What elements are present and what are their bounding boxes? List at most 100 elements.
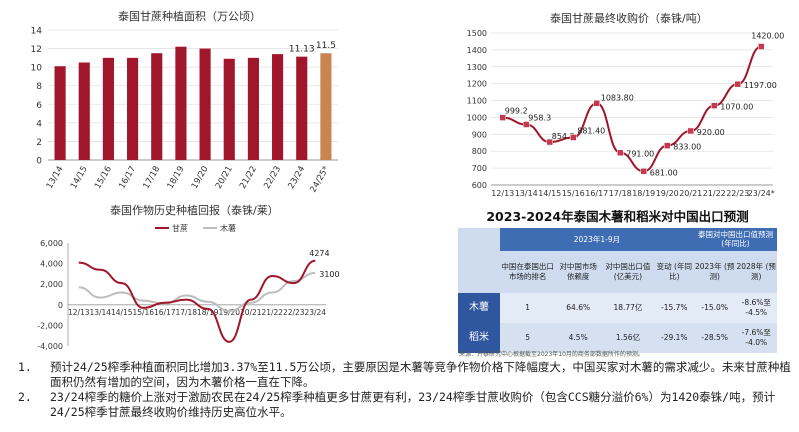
y-tick-label: -4,000 — [37, 342, 63, 351]
data-label: 958.3 — [528, 113, 551, 122]
table-cell: -15.0% — [693, 292, 736, 323]
y-tick-label: 6,000 — [40, 239, 63, 248]
note-item: 2. 23/24榨季的糖价上涨对于激励农民在24/25榨季种植更多甘蔗更有利，2… — [18, 390, 793, 420]
x-tick-label: 14/15 — [538, 189, 561, 198]
data-point — [640, 168, 647, 175]
data-point — [664, 142, 671, 149]
y-tick-label: 1000 — [467, 113, 487, 122]
corner-cell — [458, 228, 500, 251]
column-header: 对中国市场依赖度 — [555, 250, 602, 293]
table-cell: 4.5% — [555, 322, 602, 353]
y-tick-label: 700 — [472, 164, 487, 173]
data-point — [758, 43, 765, 50]
chart-title: 泰国作物历史种植回报（泰铢/莱） — [110, 204, 279, 217]
note-text: 23/24榨季的糖价上涨对于激励农民在24/25榨季种植更多甘蔗更有利，23/2… — [50, 390, 776, 419]
x-tick-label: 20/21 — [240, 308, 262, 317]
planting-area-chart: 泰国甘蔗种植面积（万公顷） 0 2 4 6 8 10 12 14 13/14 14/15 15/16… — [0, 0, 350, 195]
export-forecast-table: 2023年1-9月 泰国对中国出口值预测 (年同比) 中国在泰国出口市场的排名 … — [458, 228, 777, 353]
y-tick-label: 0 — [58, 301, 63, 310]
data-label: 881.40 — [577, 126, 605, 135]
x-tick-label: 22/23 — [262, 165, 283, 191]
x-tick-label: 15/16 — [132, 308, 154, 317]
legend-label: 甘蔗 — [172, 223, 188, 233]
x-tick-label: 12/13 — [68, 308, 90, 317]
group-header: 泰国对中国出口值预测 (年同比) — [693, 228, 777, 251]
bar — [175, 46, 187, 160]
data-label: 833.00 — [673, 143, 701, 152]
data-label: 791.00 — [626, 150, 654, 159]
x-tick-label: 14/15 — [69, 165, 90, 191]
sugarcane-line — [78, 259, 316, 343]
column-header: 2028年 (预测) — [735, 250, 777, 293]
x-tick-label: 15/16 — [562, 189, 585, 198]
bar — [296, 56, 308, 160]
y-tick-label: 2,000 — [40, 280, 63, 289]
bar — [127, 57, 139, 160]
data-point — [570, 134, 577, 141]
y-tick-label: -2,000 — [37, 321, 63, 330]
table-title: 2023-2024年泰国木薯和稻米对中国出口预测 — [486, 209, 749, 224]
table-cell: 64.6% — [555, 292, 602, 323]
x-tick-label: 24/25* — [308, 165, 331, 195]
x-tick-label: 17/18 — [141, 165, 162, 191]
bar — [320, 53, 332, 160]
y-tick-label: 10 — [31, 64, 43, 74]
x-tick-label: 14/15 — [111, 308, 133, 317]
x-tick-label: 23/24 — [304, 308, 326, 317]
cassava-line — [78, 271, 316, 312]
x-tick-label: 18/19 — [166, 165, 187, 191]
column-header: 中国在泰国出口市场的排名 — [500, 250, 556, 293]
x-tick-label: 13/14 — [45, 165, 66, 191]
x-tick-label: 19/20 — [656, 189, 679, 198]
y-tick-label: 6 — [36, 101, 42, 111]
table-cell: -28.5% — [693, 322, 736, 353]
export-forecast-table-panel: 2023-2024年泰国木薯和稻米对中国出口预测 2023年1-9月 泰国对中国… — [455, 204, 780, 359]
x-tick-label: 21/22 — [261, 308, 283, 317]
data-point — [593, 100, 600, 107]
table-cell: 1.56亿 — [601, 322, 655, 353]
bar — [54, 66, 66, 160]
x-tick-label: 19/20 — [190, 165, 211, 191]
chart-title: 泰国甘蔗种植面积（万公顷） — [118, 10, 261, 23]
data-label: 11.13 — [289, 45, 315, 55]
data-label: 1070.00 — [720, 103, 753, 112]
data-label: 11.5 — [316, 41, 336, 51]
y-tick-label: 12 — [31, 45, 42, 55]
data-point — [711, 102, 718, 109]
y-tick-label: 2 — [36, 138, 42, 148]
row-label: 稻米 — [458, 322, 500, 353]
data-point — [523, 121, 530, 128]
x-tick-label: 23/24 — [286, 165, 307, 191]
purchase-price-chart: 泰国甘蔗最终收购价（泰铢/吨） 600 700 800 900 1000 1100 1200… — [455, 0, 785, 200]
line-chart-svg: 600 700 800 900 1000 1100 1200 1300 1400 1500 999.… — [467, 29, 785, 198]
notes: 1. 预计24/25榨季种植面积同比增加3.37%至11.5万公顷，主要原因是木… — [18, 360, 793, 420]
x-tick-label: 20/21 — [679, 189, 702, 198]
data-label: 681.00 — [650, 168, 678, 177]
data-label: 1083.80 — [601, 93, 634, 102]
group-header: 2023年1-9月 — [500, 228, 694, 251]
note-number: 1. — [18, 360, 32, 374]
table-cell: 18.77亿 — [601, 292, 655, 323]
data-point — [734, 80, 741, 88]
data-label: 854.2 — [552, 132, 575, 141]
data-label: 4274 — [309, 249, 329, 258]
column-header: 2023年 (预测) — [693, 250, 736, 293]
x-tick-label: 22/23 — [283, 308, 305, 317]
data-label: 999.2 — [505, 107, 528, 116]
column-header: 对中国出口值 (亿美元) — [601, 250, 655, 293]
data-point — [687, 127, 694, 135]
bar — [102, 57, 114, 160]
multi-line-chart-svg: -4,000 -2,000 0 2,000 4,000 6,000 甘蔗 木薯 12/13 13/… — [37, 223, 339, 351]
x-tick-label: 23/24* — [748, 189, 775, 198]
x-tick-label: 21/22 — [238, 165, 259, 191]
x-tick-label: 20/21 — [214, 165, 235, 191]
corner-cell — [458, 250, 500, 293]
table-cell: 5 — [500, 322, 556, 353]
column-header: 变动 (年同比) — [654, 250, 694, 293]
x-tick-label: 17/18 — [175, 308, 197, 317]
table-source: 来源：开泰研究中心根据截至2023年10月的商务部数据所作的预测。 — [459, 351, 644, 358]
y-tick-label: 0 — [36, 157, 42, 167]
y-tick-label: 1100 — [467, 97, 487, 106]
y-tick-label: 1300 — [467, 63, 487, 72]
x-tick-label: 16/17 — [154, 308, 176, 317]
